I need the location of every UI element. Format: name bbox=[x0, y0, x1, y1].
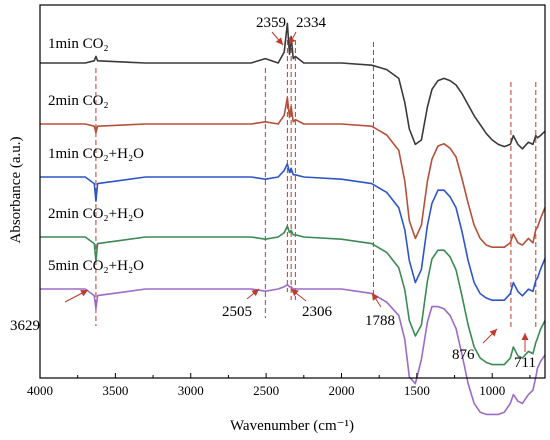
peak-arrow-head-2505 bbox=[251, 289, 259, 297]
peak-arrow-head-876 bbox=[489, 329, 497, 337]
peak-label-2306: 2306 bbox=[302, 304, 333, 320]
peak-label-3629: 3629 bbox=[10, 318, 40, 334]
x-tick-label-1000: 1000 bbox=[479, 383, 505, 398]
peak-arrow-head-1788 bbox=[372, 293, 379, 301]
x-axis-title: Wavenumber (cm⁻¹) bbox=[230, 418, 354, 434]
plot-content: 1min CO₂ 2min CO₂ 1min CO₂+H₂O 2min CO₂+H₂O… bbox=[10, 15, 546, 416]
series-line-3 bbox=[40, 163, 546, 302]
series-label-5: 5min CO₂+H₂O bbox=[48, 258, 144, 274]
peak-arrow-head-3629 bbox=[80, 290, 88, 297]
series-label-1: 1min CO₂ bbox=[48, 36, 109, 52]
peak-label-1788: 1788 bbox=[365, 313, 395, 329]
peak-arrow-head-2334 bbox=[289, 37, 296, 45]
peak-label-876: 876 bbox=[452, 347, 475, 363]
series-line-2 bbox=[40, 96, 546, 248]
x-tick-label-1500: 1500 bbox=[404, 383, 430, 398]
x-axis-ticks: 4000 3500 3000 2500 2000 1500 1000 bbox=[27, 373, 531, 398]
series-line-4 bbox=[40, 225, 546, 366]
series-line-1 bbox=[40, 22, 546, 150]
series-label-4: 2min CO₂+H₂O bbox=[48, 206, 144, 222]
peak-arrow-head-711 bbox=[521, 333, 529, 340]
series-label-3: 1min CO₂+H₂O bbox=[48, 146, 144, 162]
series-line-5 bbox=[40, 283, 546, 416]
peak-label-2359: 2359 bbox=[256, 15, 286, 31]
plot-frame bbox=[39, 4, 546, 379]
series-label-2: 2min CO₂ bbox=[48, 93, 109, 109]
x-tick-label-3500: 3500 bbox=[102, 383, 128, 398]
peak-label-2334: 2334 bbox=[296, 15, 327, 31]
x-tick-label-2500: 2500 bbox=[253, 383, 279, 398]
y-axis-title: Absorbance (a.u.) bbox=[8, 136, 24, 243]
x-tick-label-2000: 2000 bbox=[328, 383, 354, 398]
peak-arrow-head-2359 bbox=[275, 37, 283, 45]
peak-label-2505: 2505 bbox=[222, 304, 252, 320]
peak-arrow-head-2306 bbox=[291, 289, 299, 297]
x-tick-label-4000: 4000 bbox=[27, 383, 53, 398]
peak-label-711: 711 bbox=[514, 355, 536, 371]
x-tick-label-3000: 3000 bbox=[178, 383, 204, 398]
